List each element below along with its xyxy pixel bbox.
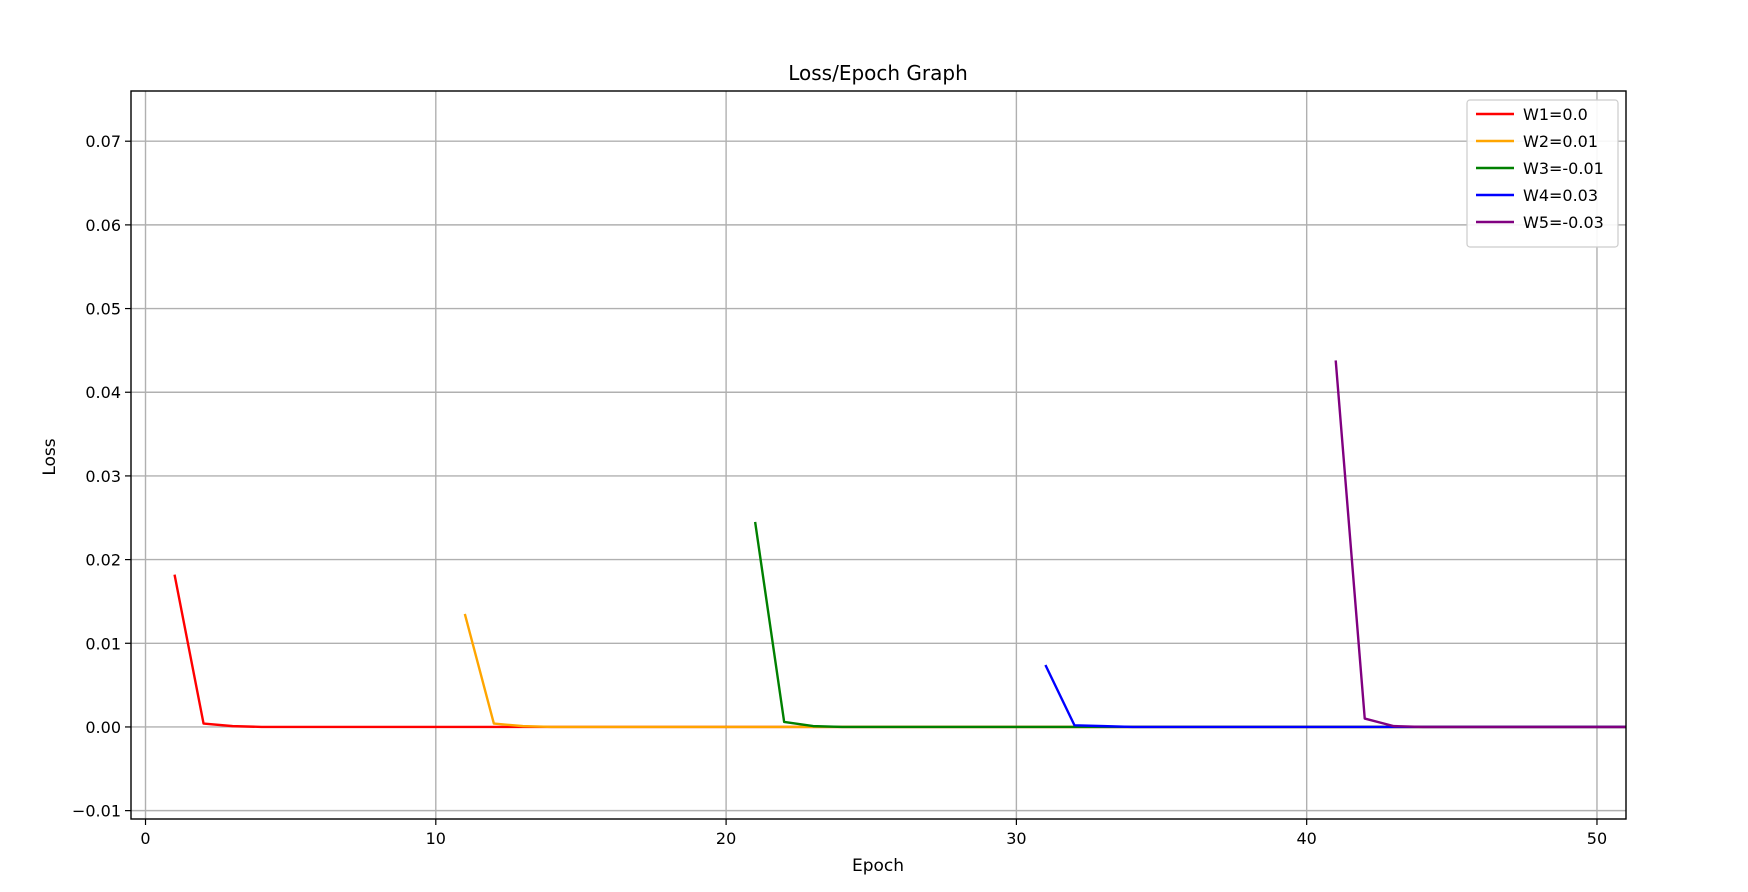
y-tick-label: 0.02 [85, 551, 121, 570]
chart-title: Loss/Epoch Graph [788, 61, 968, 85]
legend-label-w3: W3=-0.01 [1523, 159, 1604, 178]
y-tick-label: 0.04 [85, 383, 121, 402]
y-tick-label: 0.01 [85, 634, 121, 653]
x-axis-label: Epoch [852, 856, 904, 876]
legend-label-w5: W5=-0.03 [1523, 213, 1604, 232]
series-line-w5 [1334, 360, 1626, 729]
x-tick-label: 40 [1296, 829, 1316, 848]
legend-box [1466, 99, 1619, 248]
legend: W1=0.0 W2=0.01 W3=-0.01 W4=0.03 W5=-0.03 [1466, 99, 1619, 248]
x-tick-label: 30 [1006, 829, 1026, 848]
y-tick-label: 0.05 [85, 300, 121, 319]
y-tick-label: 0.00 [85, 718, 121, 737]
legend-label-w4: W4=0.03 [1523, 186, 1598, 205]
series-lines [173, 360, 1626, 729]
x-tick-label: 10 [426, 829, 446, 848]
legend-label-w2: W2=0.01 [1523, 132, 1598, 151]
y-axis-label: Loss [40, 438, 60, 475]
y-tick-label: 0.06 [85, 216, 121, 235]
legend-label-w1: W1=0.0 [1523, 105, 1588, 124]
x-tick-label: 50 [1587, 829, 1607, 848]
x-tick-label: 20 [716, 829, 736, 848]
plot-frame [130, 90, 1627, 820]
x-tick-label: 0 [140, 829, 150, 848]
axis-ticks: 0 10 20 30 40 50 −0.01 0.00 0.01 0.02 0.03 0.04 0.05… [72, 132, 1607, 848]
y-tick-label: 0.07 [85, 132, 121, 151]
y-tick-label: −0.01 [72, 802, 121, 821]
y-tick-label: 0.03 [85, 467, 121, 486]
